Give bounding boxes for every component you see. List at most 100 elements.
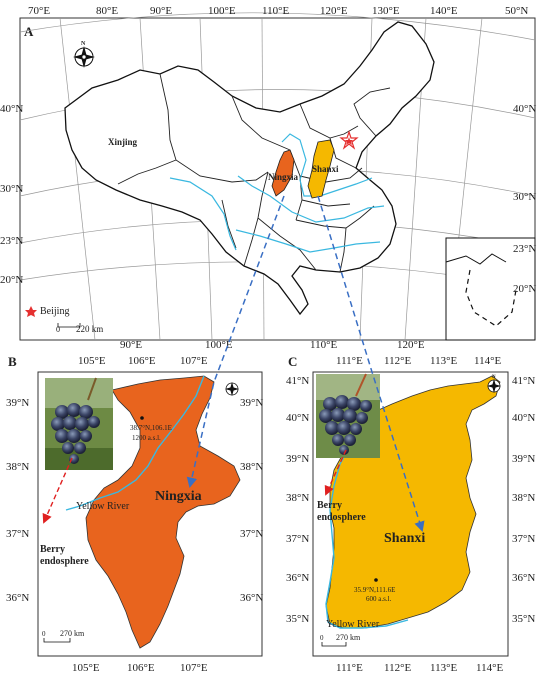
lat-label: 38°N	[240, 461, 263, 473]
grape-cluster-c	[319, 395, 372, 455]
lat-label: 37°N	[6, 528, 29, 540]
scale-bar-c	[321, 642, 347, 647]
panel-a: A 70°E 80°E 90°E 100°E 110°E 120°E 130°E	[0, 5, 536, 351]
scale-zero-c: 0	[320, 634, 324, 642]
shanxi-title: Shanxi	[384, 531, 425, 546]
lon-label: 107°E	[180, 662, 208, 674]
panel-b-bottom-labels: 105°E 106°E 107°E	[72, 662, 208, 674]
yellow-river-c	[325, 429, 409, 629]
lat-label: 50°N	[505, 5, 528, 17]
panel-c-top-labels: 111°E 112°E 113°E 114°E	[336, 355, 501, 367]
lat-label: 36°N	[240, 592, 263, 604]
scale-label-c: 270 km	[336, 633, 361, 642]
lon-label: 106°E	[128, 355, 156, 367]
beijing-star-icon	[339, 130, 359, 150]
scale-zero: 0	[56, 325, 60, 334]
scale-zero-b: 0	[42, 630, 46, 638]
panel-b-top-labels: 105°E 106°E 107°E	[78, 355, 208, 367]
berry-arrow-c	[324, 449, 347, 496]
lon-label: 114°E	[476, 662, 503, 674]
north-arrow-icon: N	[487, 375, 501, 393]
ningxia-region	[271, 149, 295, 197]
scale-bar	[57, 323, 81, 328]
lon-label: 112°E	[384, 662, 411, 674]
lon-label: 120°E	[397, 339, 425, 351]
lat-label: 37°N	[240, 528, 263, 540]
lon-label: 113°E	[430, 662, 457, 674]
china-outline	[64, 21, 435, 316]
scale-bar-b	[43, 638, 71, 643]
lon-label: 105°E	[78, 355, 106, 367]
lat-label: 40°N	[513, 103, 536, 115]
lon-label: 105°E	[72, 662, 100, 674]
svg-text:N: N	[81, 41, 86, 47]
grape-photo-b	[45, 377, 113, 470]
panel-a-left-labels: 40°N 30°N 23°N 20°N	[0, 103, 23, 286]
north-arrow-icon	[225, 382, 239, 396]
sampling-site-marker	[140, 416, 144, 420]
lon-label: 111°E	[336, 662, 363, 674]
lat-label: 23°N	[0, 235, 23, 247]
site-coordinate-label: 38.7°N,106.1E	[130, 424, 172, 432]
grape-cluster-b	[51, 403, 100, 464]
panel-b-letter: B	[8, 354, 17, 369]
lat-label: 30°N	[513, 191, 536, 203]
legend-star-icon	[25, 306, 37, 317]
site-altitude-label: 600 a.s.l.	[366, 595, 392, 603]
lat-label: 37°N	[512, 533, 535, 545]
shanxi-connector-arrow	[317, 195, 425, 533]
site-altitude-label: 1200 a.s.l.	[132, 434, 161, 442]
lon-label: 140°E	[430, 5, 458, 17]
ningxia-title: Ningxia	[155, 489, 202, 504]
lat-label: 39°N	[286, 453, 309, 465]
shanxi-region	[307, 139, 335, 199]
scale-label: 220 km	[76, 324, 103, 334]
lat-label: 37°N	[286, 533, 309, 545]
yellow-river-label-c: Yellow River	[326, 619, 380, 630]
yellow-river-b	[65, 375, 205, 511]
sampling-site-marker	[374, 578, 378, 582]
lat-label: 39°N	[240, 397, 263, 409]
lon-label: 90°E	[120, 339, 142, 351]
berry-label-b-line2: endosphere	[40, 556, 89, 567]
berry-label-c-line1: Berry	[317, 500, 342, 511]
lon-label: 112°E	[384, 355, 411, 367]
ningxia-map-label: Ningxia	[268, 172, 299, 182]
xinjing-label: Xinjing	[108, 137, 138, 147]
lon-label: 113°E	[430, 355, 457, 367]
nine-dash-line	[465, 269, 517, 327]
panel-a-bottom-labels: 90°E 100°E 110°E 120°E	[120, 339, 425, 351]
lat-label: 35°N	[512, 613, 535, 625]
lat-label: 30°N	[0, 183, 23, 195]
lat-label: 39°N	[512, 453, 535, 465]
svg-text:N: N	[492, 375, 496, 380]
lat-label: 23°N	[513, 243, 536, 255]
lat-label: 41°N	[512, 375, 535, 387]
scale-label-b: 270 km	[60, 629, 85, 638]
inset-coastline	[445, 253, 507, 265]
lon-label: 114°E	[474, 355, 501, 367]
lat-label: 40°N	[286, 412, 309, 424]
berry-label-b-line1: Berry	[40, 544, 65, 555]
panel-b-left-labels: 39°N 38°N 37°N 36°N	[6, 397, 29, 604]
lat-label: 20°N	[513, 283, 536, 295]
lat-label: 39°N	[6, 397, 29, 409]
panel-a-right-labels: 40°N 30°N	[513, 103, 536, 203]
inset-lat-labels: 23°N 20°N	[513, 243, 536, 295]
rivers	[169, 133, 385, 253]
lon-label: 106°E	[127, 662, 155, 674]
panel-c-left-labels: 41°N 40°N 39°N 38°N 37°N 36°N 35°N	[286, 375, 309, 625]
lat-label: 36°N	[6, 592, 29, 604]
panel-c-right-labels: 41°N 40°N 39°N 38°N 37°N 36°N 35°N	[512, 375, 535, 625]
lat-label: 38°N	[6, 461, 29, 473]
panel-b-right-labels: 39°N 38°N 37°N 36°N	[240, 397, 263, 604]
panel-a-top-labels: 70°E 80°E 90°E 100°E 110°E 120°E 130°E 1…	[28, 5, 528, 17]
site-coordinate-label: 35.9°N,111.6E	[354, 586, 395, 594]
grape-photo-c	[316, 373, 380, 458]
lon-label: 111°E	[336, 355, 363, 367]
lon-label: 70°E	[28, 5, 50, 17]
lon-label: 100°E	[205, 339, 233, 351]
lat-label: 41°N	[286, 375, 309, 387]
panel-b: B 105°E 106°E 107°E 105°E 106°E 107°E 39…	[6, 354, 263, 674]
